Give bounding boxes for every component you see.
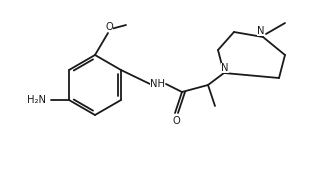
Text: O: O [172, 116, 180, 126]
Text: NH: NH [151, 79, 166, 89]
Text: H₂N: H₂N [27, 95, 46, 105]
Text: N: N [221, 63, 229, 73]
Text: N: N [257, 26, 265, 36]
Text: O: O [105, 22, 113, 32]
